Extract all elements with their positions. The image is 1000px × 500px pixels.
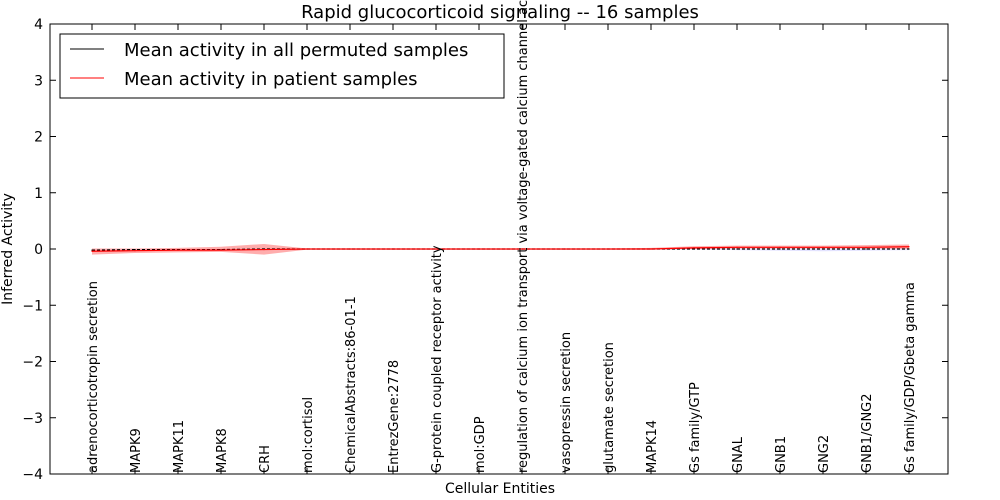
x-tick-label: mol:GDP	[473, 416, 488, 473]
x-tick-label: Gs family/GTP	[688, 382, 703, 473]
data-point	[91, 249, 93, 251]
x-tick-label: ChemicalAbstracts:86-01-1	[344, 296, 359, 473]
x-tick-label: EntrezGene:2778	[387, 360, 402, 473]
data-point	[779, 246, 781, 248]
data-point	[693, 247, 695, 249]
legend-label-patient: Mean activity in patient samples	[124, 69, 418, 90]
x-tick-label: MAPK14	[645, 420, 660, 473]
y-axis-label: Inferred Activity	[0, 193, 16, 305]
legend-box	[59, 33, 505, 99]
x-tick-label: MAPK11	[172, 420, 187, 473]
data-point	[564, 248, 566, 250]
x-tick-label: glutamate secretion	[602, 342, 617, 473]
y-tick-label: 1	[34, 186, 43, 202]
data-point	[134, 250, 136, 252]
y-tick-label: 4	[34, 17, 43, 33]
x-tick-label: MAPK8	[215, 428, 230, 473]
data-point	[908, 248, 910, 250]
series-lines	[91, 246, 910, 252]
y-tick-label: 2	[34, 130, 43, 146]
x-axis-label: Cellular Entities	[445, 481, 555, 497]
data-point	[91, 250, 93, 252]
data-point	[736, 246, 738, 248]
x-tick-label: vasopressin secretion	[559, 332, 574, 473]
data-point	[822, 246, 824, 248]
data-point	[908, 246, 910, 248]
y-tick-label: −4	[22, 467, 43, 483]
data-point	[134, 248, 136, 251]
data-point	[435, 248, 437, 250]
data-point	[478, 248, 480, 250]
data-point	[736, 248, 738, 250]
legend: Mean activity in all permuted samples Me…	[59, 33, 505, 99]
legend-label-permuted: Mean activity in all permuted samples	[124, 40, 468, 61]
data-point	[392, 248, 394, 250]
series-line-1	[91, 246, 910, 252]
data-point	[822, 248, 824, 250]
y-tick-label: −1	[22, 298, 43, 314]
data-point	[865, 246, 867, 248]
data-point	[693, 248, 695, 250]
x-tick-label: GNG2	[817, 435, 832, 473]
x-tick-label: GNB1/GNG2	[860, 393, 875, 473]
x-tick-label: regulation of calcium ion transport via …	[516, 0, 531, 473]
x-tick-label: G-protein coupled receptor activity	[430, 245, 445, 473]
data-point	[220, 249, 222, 251]
x-tick-label: MAPK9	[129, 428, 144, 473]
x-tick-label: CRH	[258, 445, 273, 473]
x-tick-label: GNAL	[731, 436, 746, 473]
y-tick-label: −3	[22, 411, 43, 427]
data-point	[607, 248, 609, 250]
data-point	[306, 248, 308, 250]
y-tick-label: 3	[34, 73, 43, 89]
y-tick-label: −2	[22, 355, 43, 371]
data-point	[650, 248, 652, 250]
data-point	[349, 248, 351, 250]
data-point	[521, 248, 523, 250]
chart-title: Rapid glucocorticoid signaling -- 16 sam…	[301, 2, 699, 23]
data-point	[779, 248, 781, 250]
y-tick-label: 0	[34, 242, 43, 258]
x-tick-label: Gs family/GDP/Gbeta gamma	[903, 282, 918, 473]
y-axis: −4 −3 −2 −1 0 1 2 3 4	[22, 17, 948, 483]
x-tick-label: mol:cortisol	[301, 397, 316, 473]
data-point	[177, 249, 179, 251]
x-tick-label: GNB1	[774, 436, 789, 473]
x-tick-label: adrenocorticotropin secretion	[86, 281, 101, 473]
data-point	[865, 248, 867, 250]
x-axis: adrenocorticotropin secretion MAPK9 MAPK11…	[86, 0, 918, 474]
data-point	[263, 248, 265, 251]
